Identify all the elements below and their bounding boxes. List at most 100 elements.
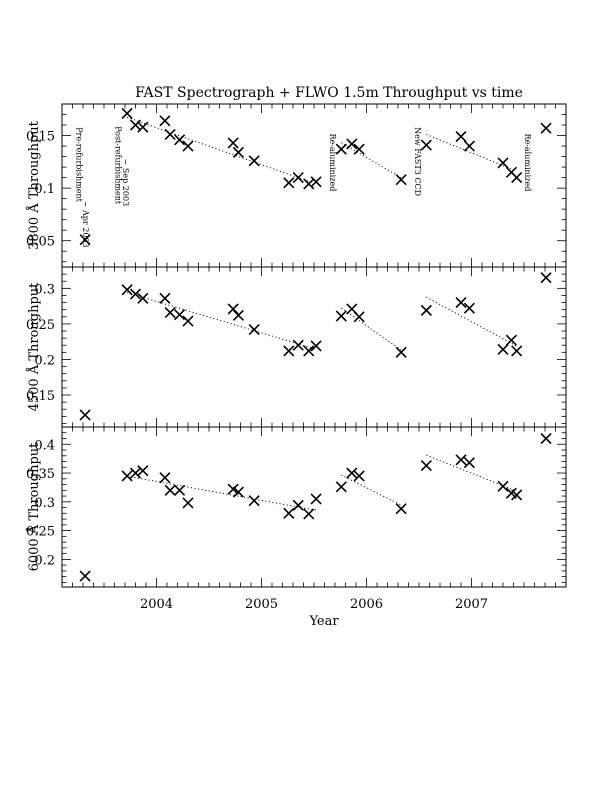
data-point [505,334,517,346]
data-point-stroke [420,459,432,472]
data-point-stroke [505,334,517,346]
data-point-stroke [540,432,552,445]
data-point [159,115,171,127]
data-point [248,155,260,167]
data-point-stroke [455,131,467,143]
y-tick-label: 0.25 [26,318,55,333]
data-point [420,459,432,472]
data-point-stroke [395,346,407,358]
data-point-stroke [353,143,365,155]
x-tick-label: 2007 [455,597,488,612]
data-point-stroke [511,345,523,357]
x-tick-label: 2004 [140,597,173,612]
data-point [420,139,432,151]
x-tick-label: 2005 [245,597,278,612]
data-point [335,310,347,322]
data-point [455,296,467,309]
event-annotation: Re-aluminized [523,133,532,191]
trend-line [426,133,517,172]
data-point [182,497,194,509]
data-point [310,340,322,352]
trend-line [341,474,402,506]
data-point [137,465,149,477]
data-point-stroke [232,309,244,321]
data-point [232,486,244,498]
data-point [248,324,260,336]
data-point-stroke [159,472,171,484]
data-point [346,467,358,479]
data-point-stroke [137,292,149,304]
event-annotation: ~ Apr 2003 [81,201,90,248]
data-point-stroke [395,174,407,186]
data-point-stroke [283,177,295,189]
trend-line [126,116,317,185]
data-point-stroke [174,309,186,321]
data-point [463,140,475,152]
data-point [292,499,304,511]
data-point-stroke [353,311,365,323]
data-point [395,174,407,186]
data-point [79,409,91,421]
data-point-stroke [121,107,133,120]
y-tick-label: 0.1 [34,182,55,197]
data-point [540,122,552,134]
data-point-stroke [232,486,244,498]
data-point [511,172,523,184]
data-point [174,134,186,146]
panel-frame [61,426,567,588]
data-point-stroke [292,499,304,511]
data-point-stroke [497,480,509,492]
data-point [511,489,523,501]
data-point [497,480,509,492]
data-point [497,157,509,169]
data-point [395,503,407,515]
data-point [164,128,176,141]
data-point-stroke [164,484,176,496]
data-point-stroke [335,310,347,322]
data-point-stroke [310,493,322,505]
data-point [511,345,523,357]
data-point [227,303,239,315]
data-point [129,119,142,131]
data-point [129,467,142,479]
event-annotation: Pre-refurbishment [75,127,84,203]
data-point [121,284,133,296]
data-point-stroke [353,470,365,482]
y-tick-label: 0.2 [34,353,55,368]
data-point-stroke [248,495,260,507]
data-point [303,178,315,190]
data-point [303,345,315,357]
data-point-stroke [248,324,260,336]
y-tick-label: 0.15 [26,130,55,145]
data-point [420,304,432,316]
data-point [455,454,467,466]
data-point-stroke [129,467,142,479]
data-point-stroke [335,481,347,493]
chart-title: FAST Spectrograph + FLWO 1.5m Throughput… [135,85,523,101]
data-point-stroke [292,339,304,351]
data-point [395,346,407,358]
data-point [292,339,304,351]
data-point [335,481,347,493]
data-point-stroke [310,176,322,188]
data-point [497,343,509,356]
data-point [227,483,239,495]
data-point [121,107,133,120]
data-point-stroke [79,409,91,421]
data-point-stroke [455,454,467,466]
data-point-stroke [292,172,304,184]
data-point-stroke [463,140,475,152]
data-point [346,138,358,150]
data-point-stroke [346,303,358,315]
x-tick-label: 2006 [350,597,383,612]
data-point-stroke [79,570,91,582]
event-annotation: New FAST3 CCD [413,127,422,196]
data-point-stroke [174,134,186,146]
data-point-stroke [164,306,176,319]
data-point-stroke [540,272,552,284]
data-point [121,470,133,482]
data-point [79,234,91,246]
data-point-stroke [346,138,358,150]
